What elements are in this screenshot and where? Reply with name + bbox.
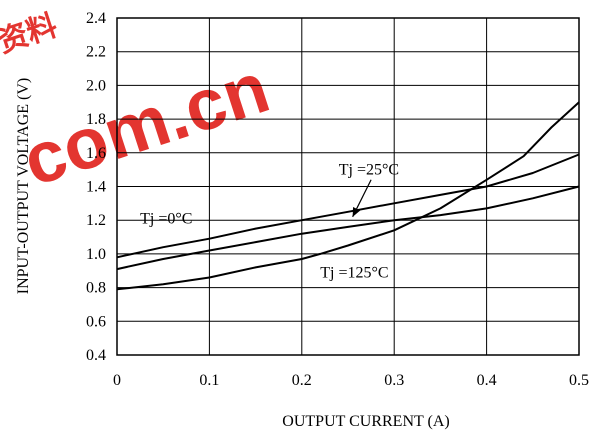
y-tick-labels: 0.4 0.6 0.8 1.0 1.2 1.4 1.6 1.8 2.0 2.2 2.4 <box>86 10 106 364</box>
annotation-arrow-head <box>352 206 361 217</box>
y-axis-title: INPUT-OUTPUT VOLTAGE (V) <box>15 78 32 295</box>
annotation-label: Tj =25°C <box>339 162 399 179</box>
y-tick-label: 1.0 <box>86 246 106 263</box>
svg-text:com.cn: com.cn <box>14 48 278 202</box>
x-tick-label: 0.2 <box>292 372 312 389</box>
x-tick-label: 0.3 <box>384 372 404 389</box>
series-line-2 <box>116 101 580 291</box>
series-line-0 <box>116 153 580 259</box>
y-tick-label: 2.0 <box>86 77 106 94</box>
y-tick-label: 2.2 <box>86 44 106 61</box>
y-tick-label: 1.4 <box>86 179 106 196</box>
y-tick-label: 0.8 <box>86 280 106 297</box>
y-tick-label: 1.8 <box>86 111 106 128</box>
x-tick-label: 0.4 <box>477 372 497 389</box>
series-line-1 <box>116 185 580 271</box>
plot-frame <box>116 17 580 356</box>
x-tick-label: 0.5 <box>569 372 589 389</box>
watermark: 资料 com.cn <box>0 9 278 201</box>
annotations: Tj =0°C Tj =25°C Tj =125°C <box>140 162 399 282</box>
svg-text:资料: 资料 <box>0 9 61 59</box>
y-tick-label: 0.4 <box>86 347 106 364</box>
y-tick-label: 2.4 <box>86 10 106 27</box>
x-tick-label: 0 <box>113 372 121 389</box>
x-tick-label: 0.1 <box>199 372 219 389</box>
grid <box>117 18 579 355</box>
x-axis-title: OUTPUT CURRENT (A) <box>282 413 449 430</box>
annotation-label: Tj =0°C <box>140 211 192 228</box>
x-tick-labels: 0 0.1 0.2 0.3 0.4 0.5 <box>113 372 589 389</box>
y-tick-label: 1.6 <box>86 145 106 162</box>
y-tick-label: 0.6 <box>86 313 106 330</box>
annotation-label: Tj =125°C <box>320 264 388 281</box>
series-lines <box>116 101 580 291</box>
y-tick-label: 1.2 <box>86 212 106 229</box>
